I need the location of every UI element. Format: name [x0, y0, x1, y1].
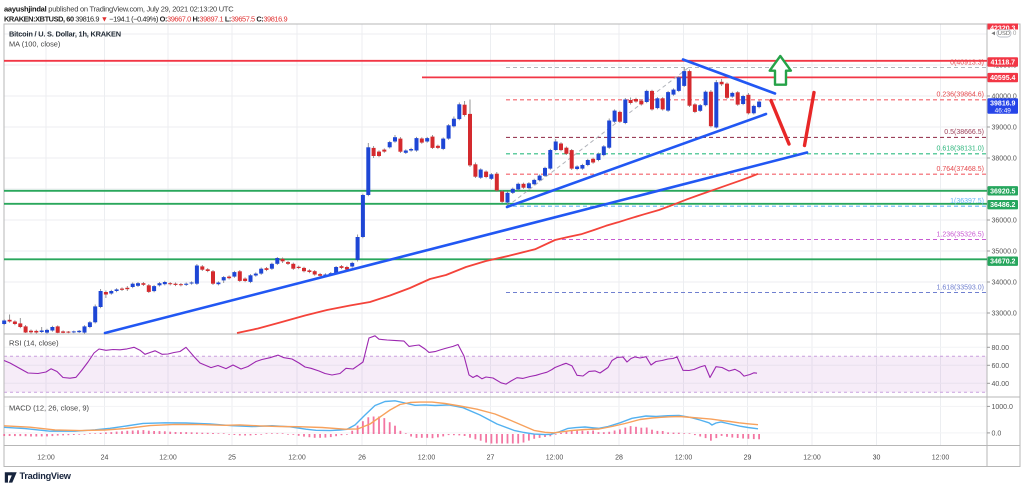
svg-text:26: 26 [358, 455, 366, 462]
svg-text:0: 0 [1013, 31, 1017, 37]
svg-text:1.618(33593.0): 1.618(33593.0) [937, 284, 984, 291]
svg-text:25: 25 [228, 455, 236, 462]
svg-text:38000.0: 38000.0 [992, 156, 1017, 163]
svg-text:41118.7: 41118.7 [991, 60, 1016, 67]
svg-text:TradingView: TradingView [20, 471, 72, 481]
svg-text:1000.0: 1000.0 [992, 404, 1014, 411]
svg-text:46:49: 46:49 [995, 107, 1012, 114]
svg-text:12:00: 12:00 [288, 455, 306, 462]
svg-text:12:00: 12:00 [803, 455, 821, 462]
svg-text:0.0: 0.0 [992, 431, 1002, 438]
svg-text:34000.0: 34000.0 [992, 280, 1017, 287]
svg-text:MACD (12, 26, close, 9): MACD (12, 26, close, 9) [9, 404, 90, 413]
svg-text:KRAKEN:XBTUSD, 60 39816.9 ▼ −: KRAKEN:XBTUSD, 60 39816.9 ▼ −194.1 (−0.4… [4, 15, 287, 24]
svg-text:12:00: 12:00 [418, 455, 436, 462]
svg-text:1.236(35326.5): 1.236(35326.5) [937, 231, 984, 238]
svg-text:40000.0: 40000.0 [992, 94, 1017, 101]
svg-text:1(36397.5): 1(36397.5) [950, 198, 984, 205]
svg-text:80.00: 80.00 [992, 345, 1010, 352]
svg-text:28: 28 [615, 455, 623, 462]
svg-text:12:00: 12:00 [37, 455, 55, 462]
svg-text:USD: USD [998, 31, 1010, 37]
svg-text:39816.9: 39816.9 [990, 100, 1015, 107]
svg-text:30: 30 [873, 455, 881, 462]
svg-text:34670.2: 34670.2 [990, 259, 1015, 266]
svg-text:36486.2: 36486.2 [990, 202, 1015, 209]
svg-text:33000.0: 33000.0 [992, 311, 1017, 318]
svg-text:0(40913.3): 0(40913.3) [950, 60, 984, 67]
svg-text:60.00: 60.00 [992, 363, 1010, 370]
svg-text:12:00: 12:00 [546, 455, 564, 462]
svg-text:0.764(37468.5): 0.764(37468.5) [937, 166, 984, 173]
svg-text:40.00: 40.00 [992, 381, 1010, 388]
svg-text:aayushjindal published on Trad: aayushjindal published on TradingView.co… [4, 5, 234, 14]
svg-text:29: 29 [744, 455, 752, 462]
svg-text:39000.0: 39000.0 [992, 125, 1017, 132]
svg-text:12:00: 12:00 [932, 455, 950, 462]
svg-text:MA (100, close): MA (100, close) [9, 40, 60, 49]
svg-text:35000.0: 35000.0 [992, 249, 1017, 256]
svg-text:27: 27 [487, 455, 495, 462]
svg-text:Bitcoin / U. S. Dollar, 1h, KR: Bitcoin / U. S. Dollar, 1h, KRAKEN [9, 30, 121, 39]
svg-text:40595.4: 40595.4 [990, 75, 1015, 82]
svg-text:12:00: 12:00 [675, 455, 693, 462]
svg-text:36920.5: 36920.5 [990, 188, 1015, 195]
svg-text:42320.3: 42320.3 [990, 26, 1015, 33]
svg-text:0.618(38131.0): 0.618(38131.0) [937, 146, 984, 153]
svg-text:0.236(39864.6): 0.236(39864.6) [937, 92, 984, 99]
svg-text:36000.0: 36000.0 [992, 218, 1017, 225]
svg-text:24: 24 [101, 455, 109, 462]
svg-text:0.5(38666.5): 0.5(38666.5) [944, 129, 984, 136]
svg-text:12:00: 12:00 [159, 455, 177, 462]
svg-text:RSI (14, close): RSI (14, close) [9, 339, 59, 348]
